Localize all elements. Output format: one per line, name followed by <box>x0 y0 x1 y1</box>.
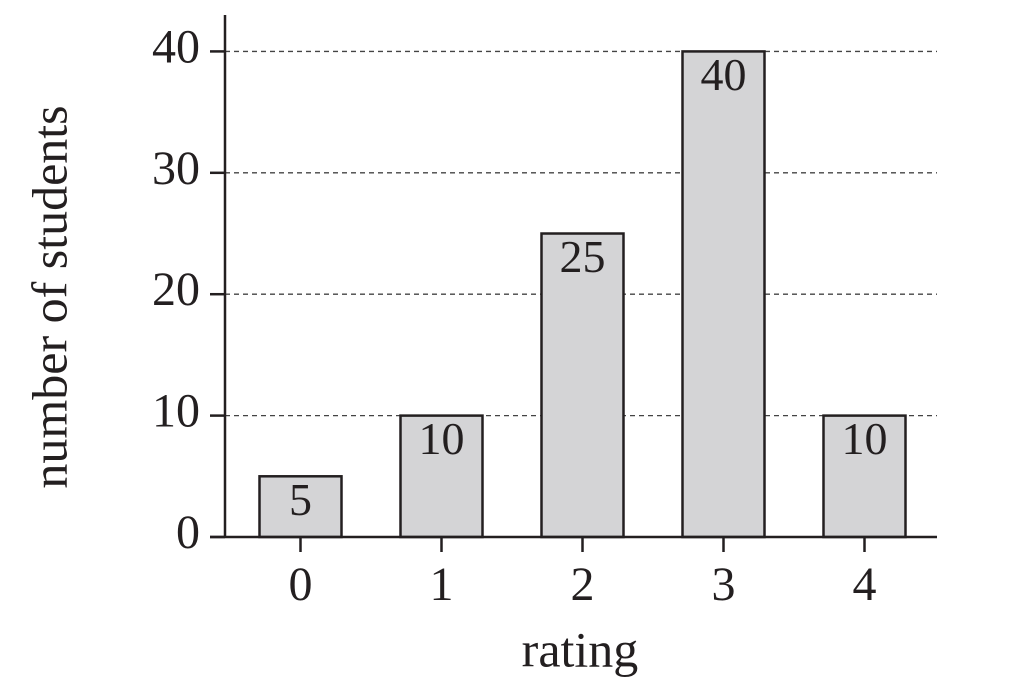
x-tick-label: 1 <box>430 558 454 611</box>
value-label: 10 <box>842 413 888 464</box>
x-tick-label: 0 <box>289 558 313 611</box>
chart: rating number of students 01020304050101… <box>0 0 1024 696</box>
y-axis-label: number of students <box>21 105 77 488</box>
value-label: 5 <box>289 474 312 525</box>
x-axis-label: rating <box>522 621 639 677</box>
bar <box>683 51 765 537</box>
x-tick-label: 4 <box>853 558 877 611</box>
y-tick-label: 20 <box>152 263 200 316</box>
y-tick-label: 10 <box>152 385 200 438</box>
value-label: 25 <box>560 231 606 282</box>
y-tick-label: 0 <box>176 506 200 559</box>
x-tick-label: 3 <box>712 558 736 611</box>
value-label: 40 <box>701 49 747 100</box>
y-tick-label: 40 <box>152 20 200 73</box>
y-tick-label: 30 <box>152 142 200 195</box>
value-label: 10 <box>419 413 465 464</box>
x-tick-label: 2 <box>571 558 595 611</box>
